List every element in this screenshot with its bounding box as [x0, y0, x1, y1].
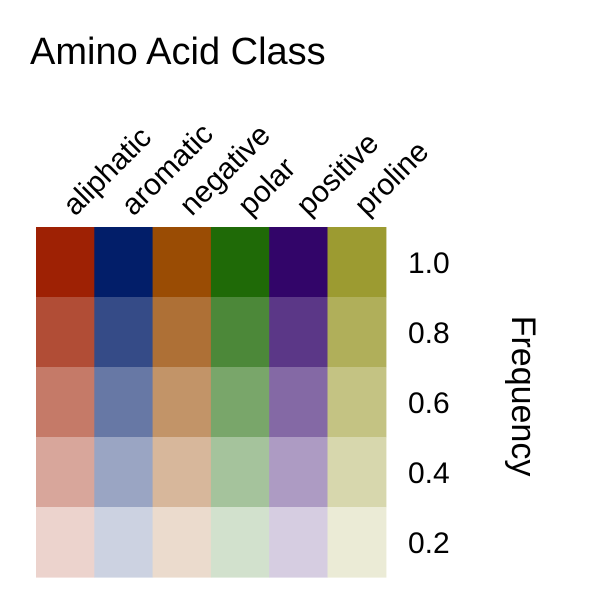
- cell-negative-1.0: [152, 227, 212, 298]
- cell-aliphatic-0.6: [36, 367, 95, 438]
- cell-proline-0.8: [327, 297, 387, 368]
- cell-negative-0.4: [152, 437, 212, 508]
- tick-label-0.6: 0.6: [408, 387, 450, 420]
- cell-positive-0.2: [269, 507, 329, 578]
- frequency-axis-label: Frequency: [504, 316, 542, 477]
- cell-negative-0.6: [152, 367, 212, 438]
- column-labels: aliphaticaromaticnegativepolarpositivepr…: [57, 117, 436, 222]
- cell-aliphatic-1.0: [36, 227, 95, 298]
- cell-aromatic-0.4: [94, 437, 154, 508]
- cell-proline-1.0: [327, 227, 387, 298]
- cell-aromatic-0.8: [94, 297, 154, 368]
- chart-title: Amino Acid Class: [30, 31, 326, 73]
- cell-aromatic-0.6: [94, 367, 154, 438]
- cell-negative-0.2: [152, 507, 212, 578]
- cell-positive-1.0: [269, 227, 329, 298]
- tick-label-0.8: 0.8: [408, 317, 450, 350]
- frequency-tick-labels: 1.0 0.8 0.6 0.4 0.2: [408, 247, 450, 560]
- cell-positive-0.4: [269, 437, 329, 508]
- cell-polar-1.0: [210, 227, 270, 298]
- tick-label-1.0: 1.0: [408, 247, 450, 280]
- cell-aliphatic-0.4: [36, 437, 95, 508]
- cell-proline-0.6: [327, 367, 387, 438]
- cell-polar-0.2: [210, 507, 270, 578]
- cell-negative-0.8: [152, 297, 212, 368]
- cell-polar-0.4: [210, 437, 270, 508]
- heatmap-cells: [36, 227, 387, 578]
- cell-aliphatic-0.8: [36, 297, 95, 368]
- cell-positive-0.6: [269, 367, 329, 438]
- cell-positive-0.8: [269, 297, 329, 368]
- cell-proline-0.2: [327, 507, 387, 578]
- tick-label-0.4: 0.4: [408, 457, 450, 490]
- cell-polar-0.8: [210, 297, 270, 368]
- cell-polar-0.6: [210, 367, 270, 438]
- cell-aromatic-0.2: [94, 507, 154, 578]
- cell-aromatic-1.0: [94, 227, 154, 298]
- tick-label-0.2: 0.2: [408, 527, 450, 560]
- cell-aliphatic-0.2: [36, 507, 95, 578]
- cell-proline-0.4: [327, 437, 387, 508]
